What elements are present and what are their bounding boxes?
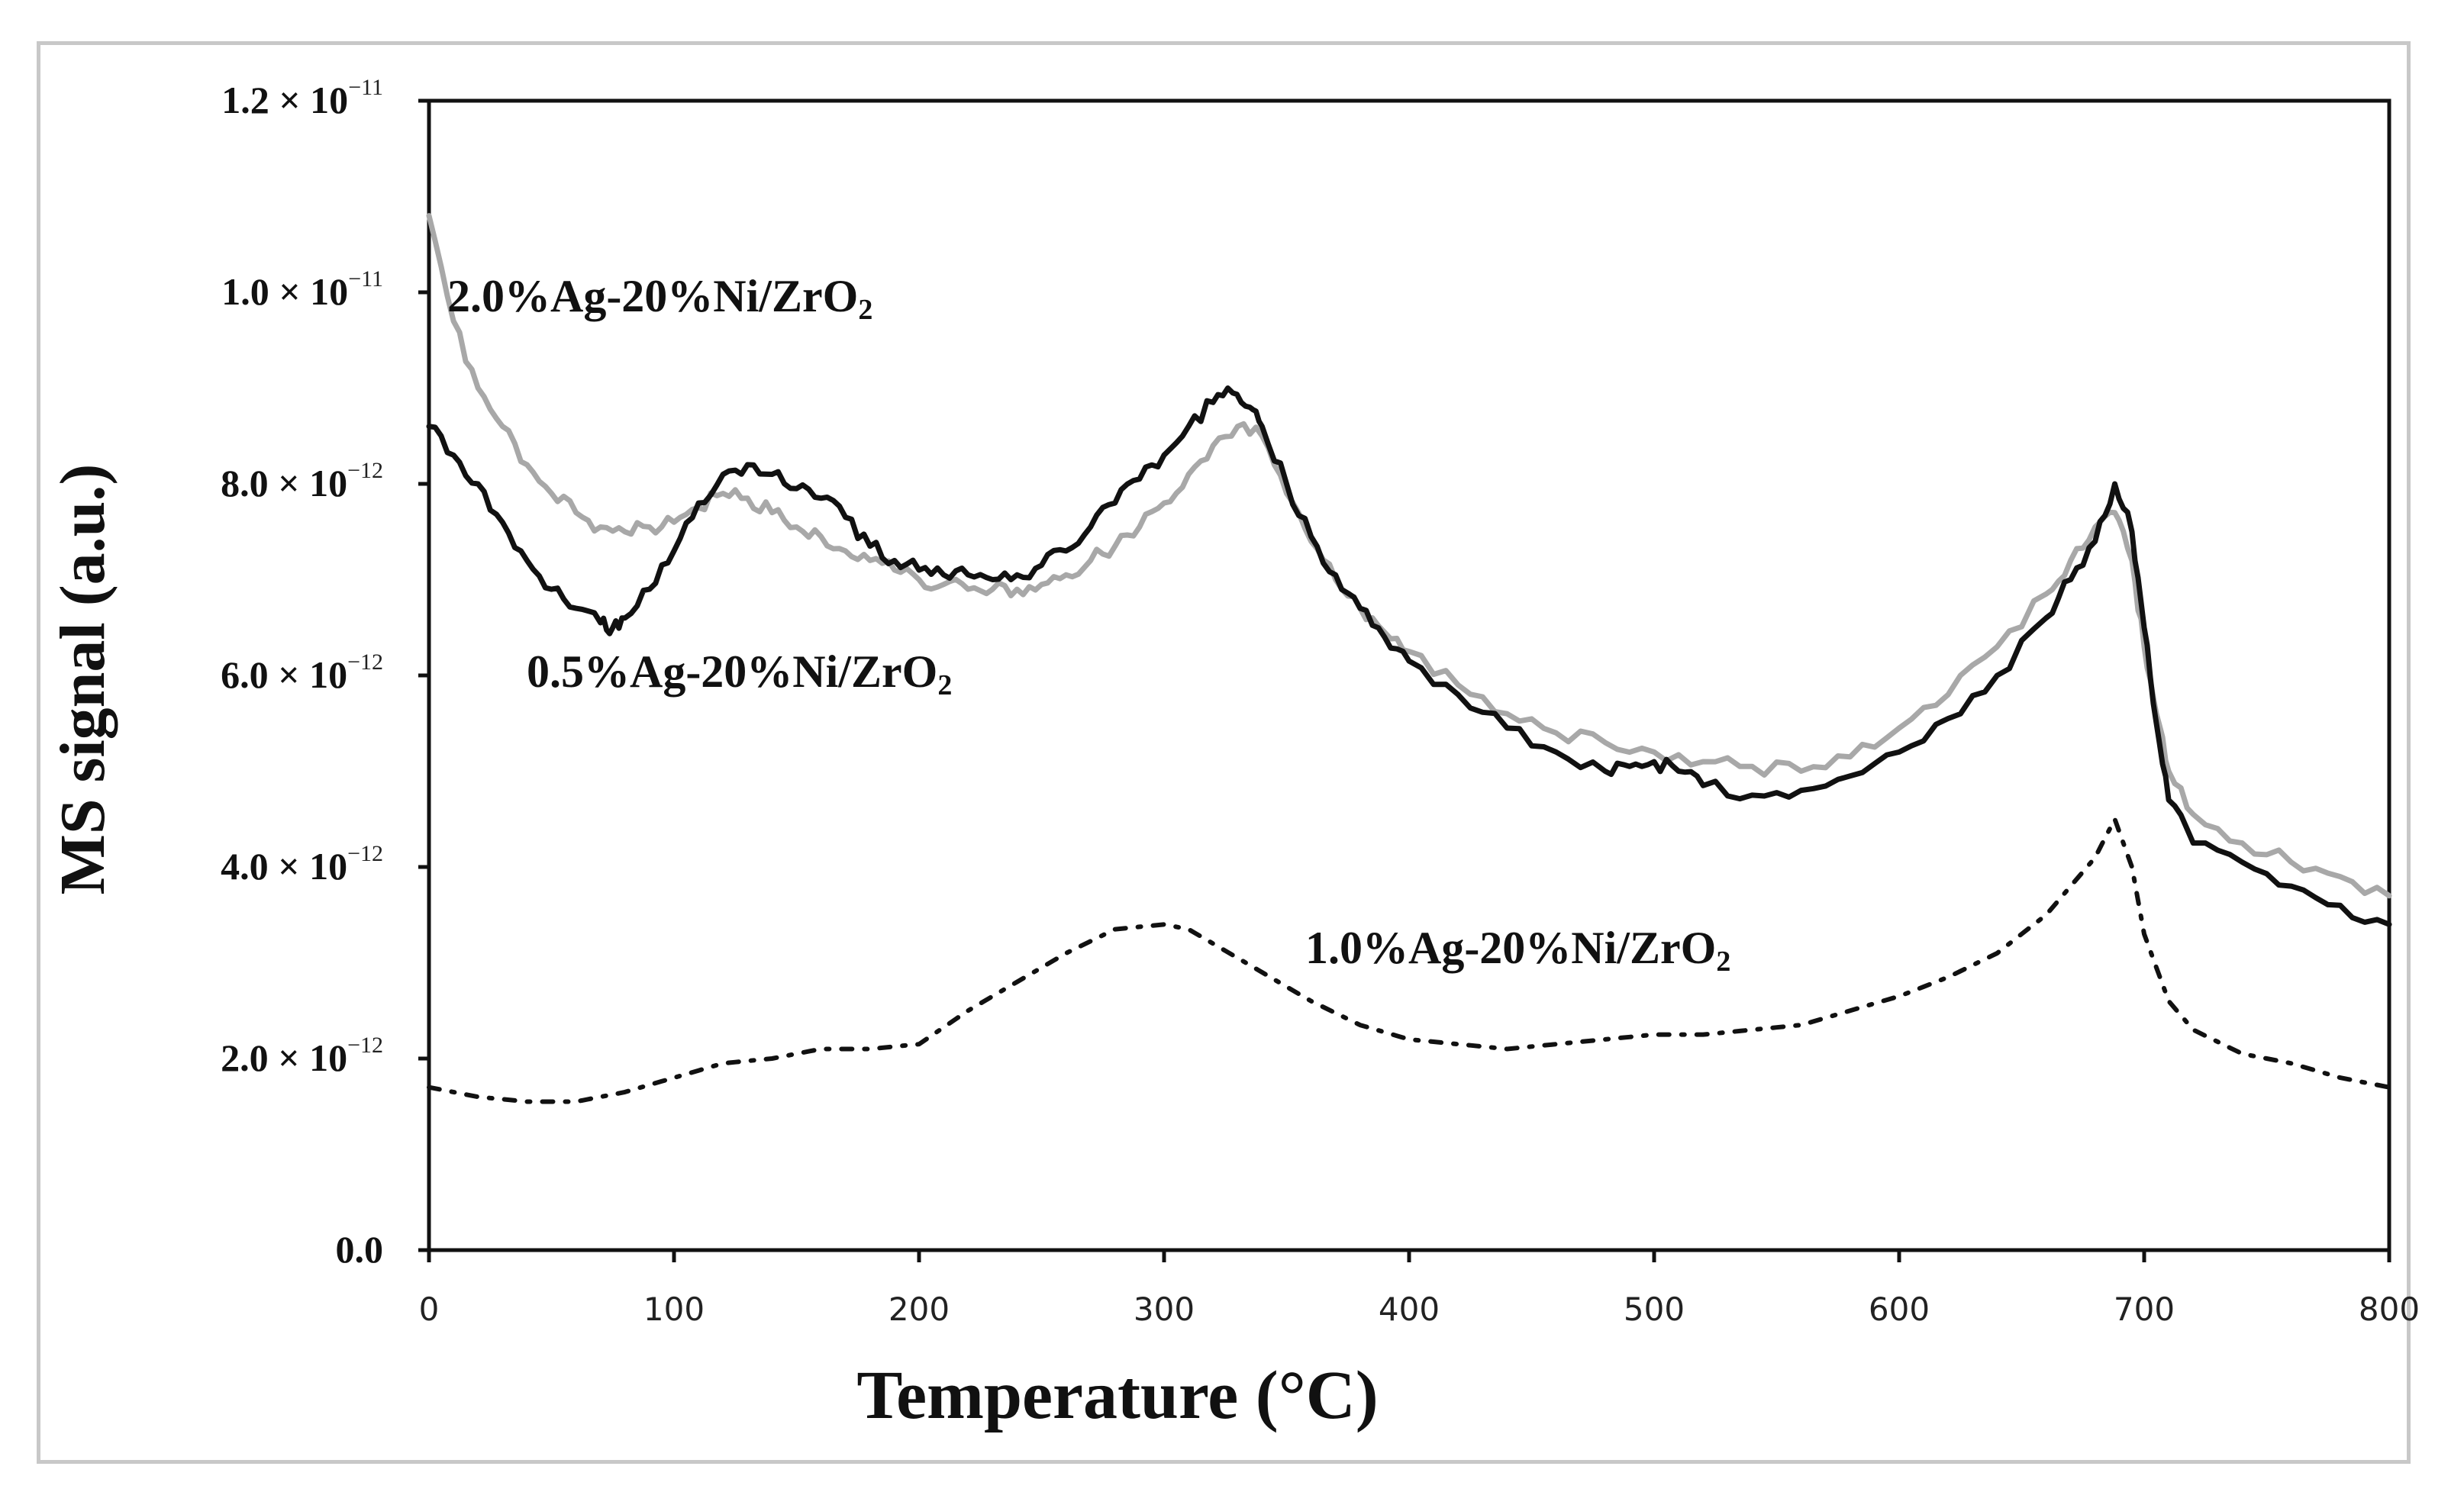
chart-frame bbox=[37, 41, 2411, 1464]
y-tick-label: 6.0 × 10−12 bbox=[221, 649, 383, 696]
x-tick-label: 600 bbox=[1869, 1291, 1930, 1328]
y-tick-label: 8.0 × 10−12 bbox=[221, 458, 383, 504]
series-label-ag-0-5: 0.5%Ag-20%Ni/ZrO2 bbox=[527, 646, 952, 701]
y-tick-label: 4.0 × 10−12 bbox=[221, 841, 383, 888]
x-axis-title: Temperature (°C) bbox=[856, 1358, 1378, 1433]
y-tick-label: 0.0 bbox=[336, 1228, 384, 1271]
series-line-ag-1-0 bbox=[427, 817, 2391, 1104]
y-tick-label: 2.0 × 10−12 bbox=[221, 1033, 383, 1079]
x-tick-label: 100 bbox=[643, 1291, 705, 1328]
x-tick-label: 500 bbox=[1624, 1291, 1685, 1328]
x-tick-label: 200 bbox=[889, 1291, 950, 1328]
x-tick-label: 300 bbox=[1134, 1291, 1195, 1328]
y-axis-title: MS signal (a.u.) bbox=[47, 464, 118, 895]
x-tick-label: 800 bbox=[2359, 1291, 2420, 1328]
y-tick-label: 1.0 × 10−11 bbox=[221, 266, 383, 313]
series-label-ag-2-0: 2.0%Ag-20%Ni/ZrO2 bbox=[447, 271, 872, 326]
series-line-ag-0-5 bbox=[426, 385, 2392, 927]
x-tick-label: 400 bbox=[1379, 1291, 1440, 1328]
x-tick-label: 0 bbox=[419, 1291, 440, 1328]
x-tick-label: 700 bbox=[2114, 1291, 2175, 1328]
series-label-ag-1-0: 1.0%Ag-20%Ni/ZrO2 bbox=[1305, 923, 1730, 978]
y-tick-label: 1.2 × 10−11 bbox=[221, 75, 383, 121]
